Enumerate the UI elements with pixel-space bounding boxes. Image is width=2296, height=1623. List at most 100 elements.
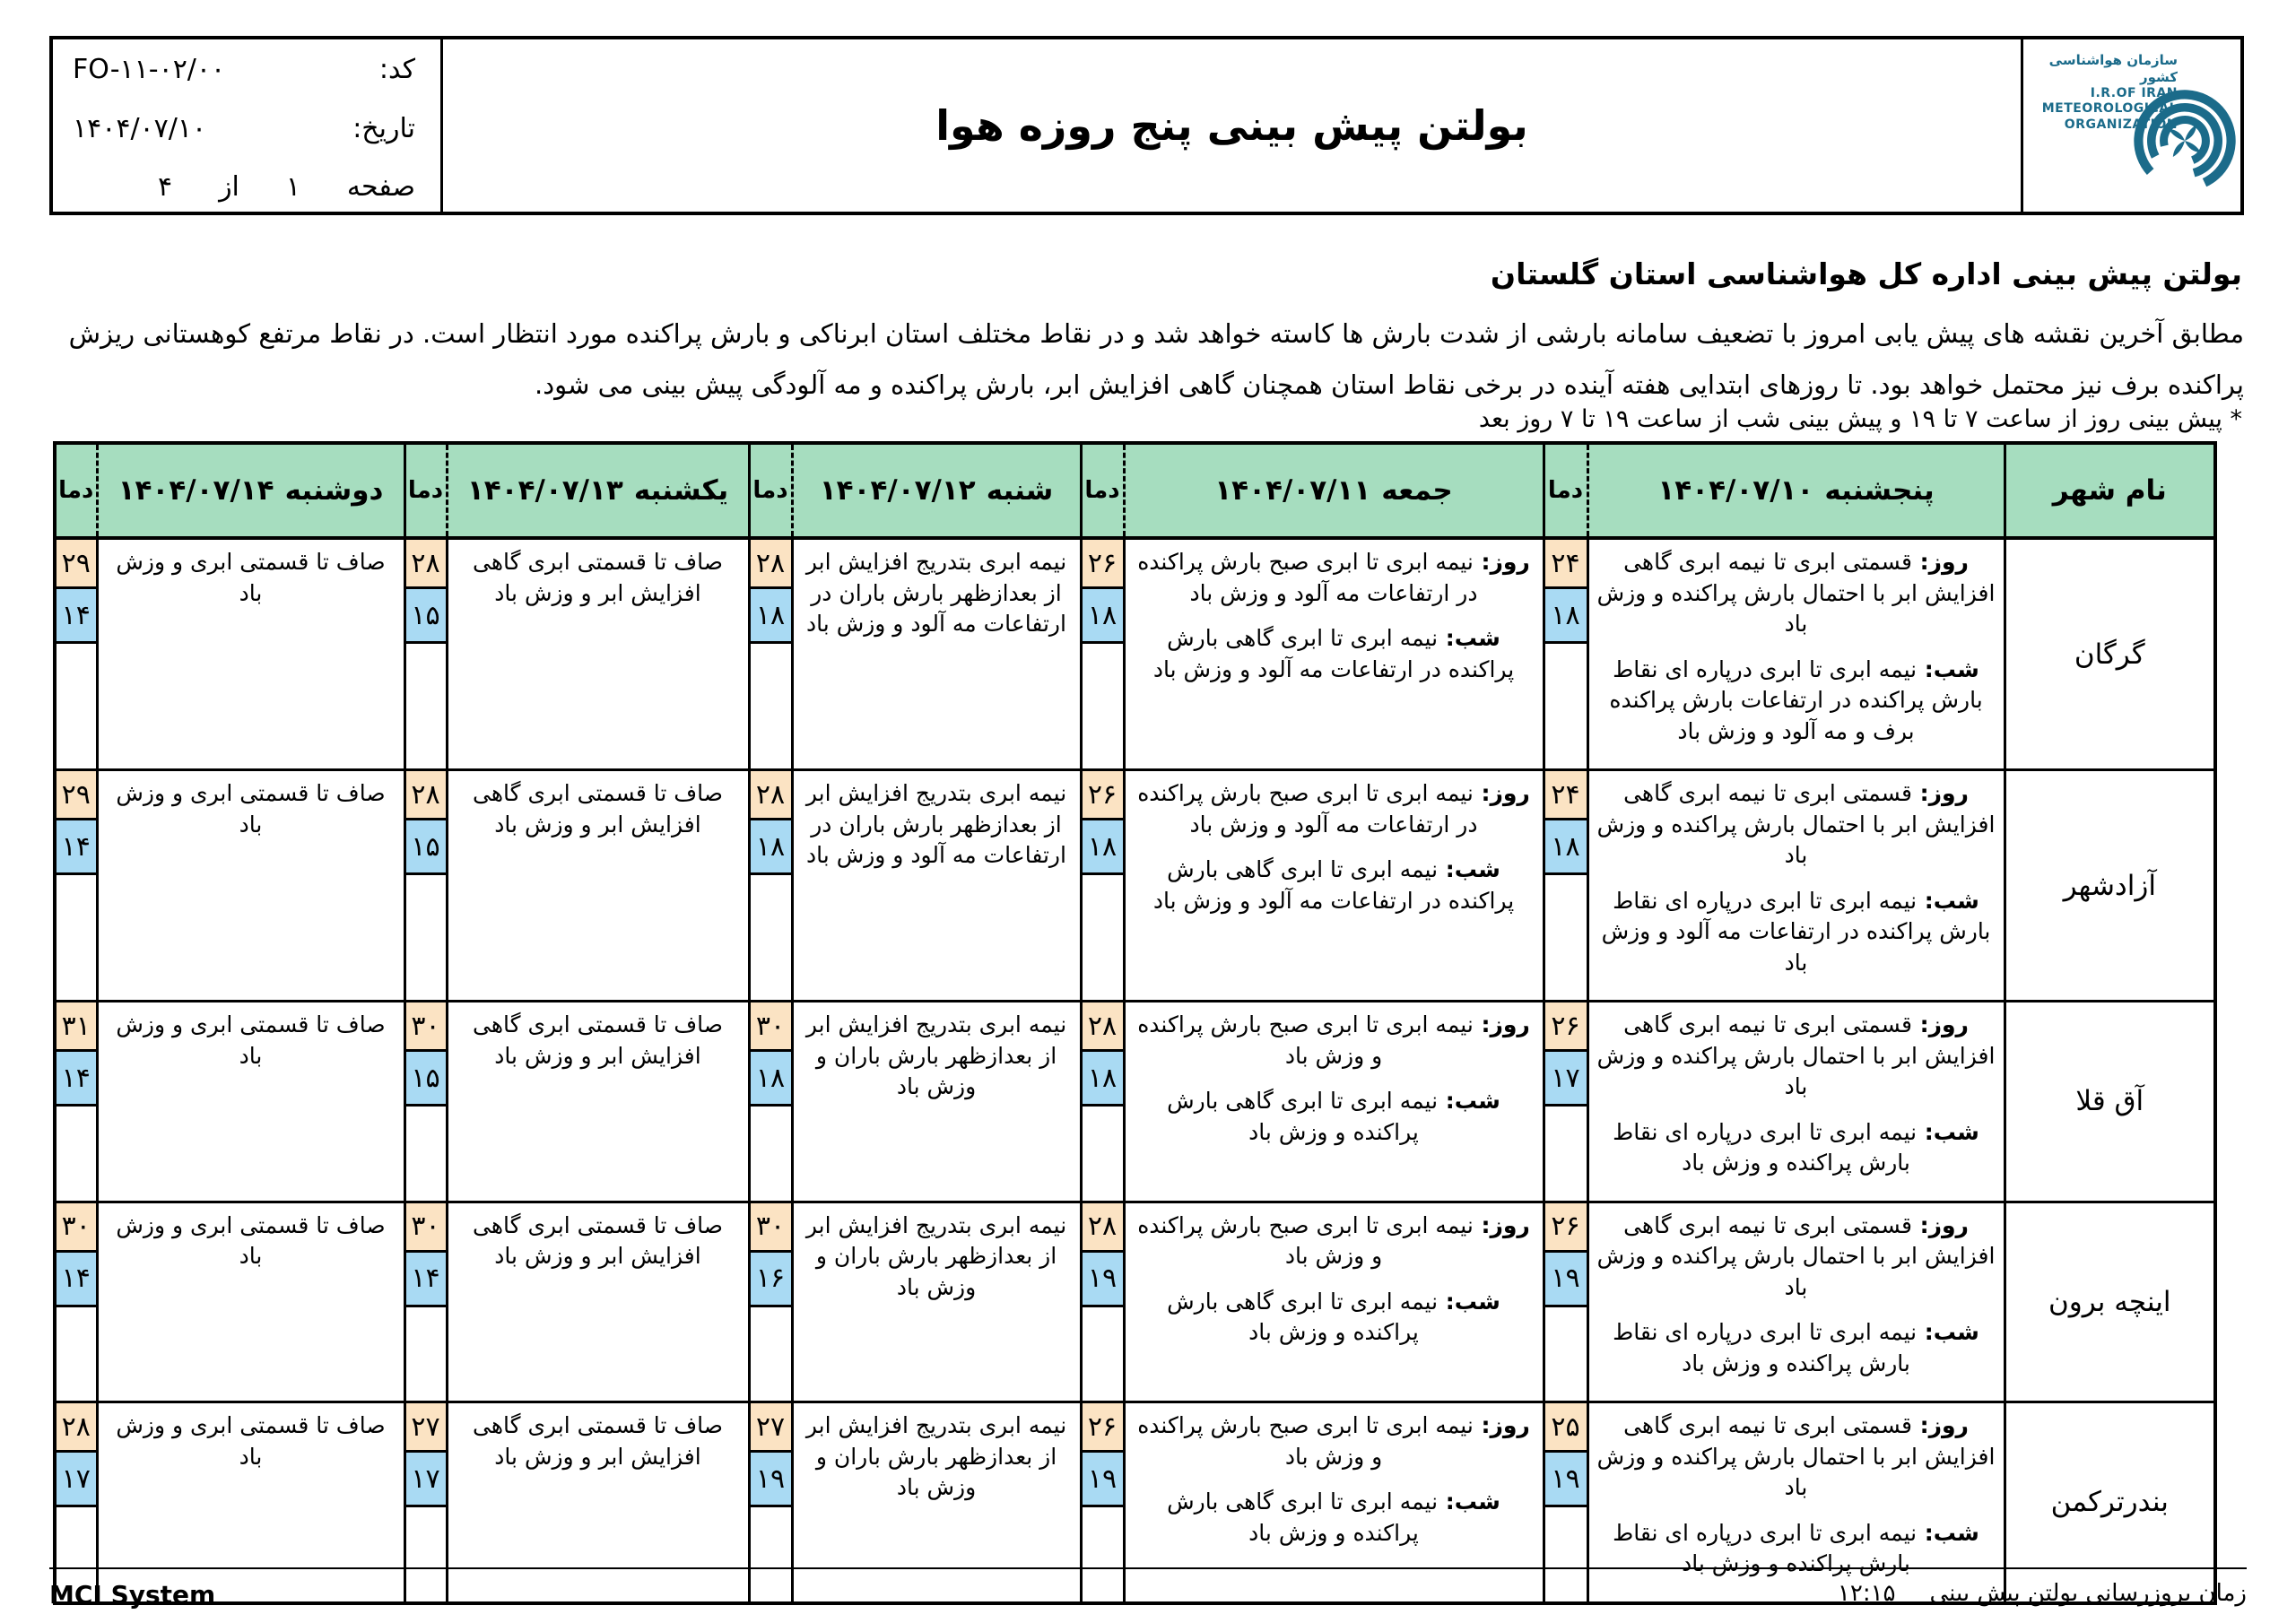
day-forecast-text: روز: نیمه ابری تا ابری صبح بارش پراکنده … <box>1137 1011 1530 1069</box>
forecast-table: نام شهر پنجشنبه۱۴۰۴/۰۷/۱۰ دما جمعه۱۴۰۴/۰… <box>53 441 2217 1605</box>
temperature-cell: ۳۰ ۱۴ <box>403 1200 448 1403</box>
temperature-cell: ۲۷ ۱۷ <box>403 1401 448 1604</box>
max-temp-value: ۳۰ <box>750 1002 791 1052</box>
forecast-text: نیمه ابری بتدریج افزایش ابر از بعدازظهر … <box>805 549 1067 637</box>
max-temp-value: ۲۹ <box>57 540 96 589</box>
day-forecast-text: روز: قسمتی ابری تا نیمه ابری گاهی افزایش… <box>1596 1211 1996 1300</box>
day-forecast-text: روز: قسمتی ابری تا نیمه ابری گاهی افزایش… <box>1596 1412 1996 1500</box>
page-label: صفحه <box>346 171 415 203</box>
max-temp-value: ۲۸ <box>405 771 446 820</box>
max-temp-value: ۲۸ <box>750 540 791 589</box>
forecast-cell: روز: نیمه ابری تا ابری صبح بارش پراکنده … <box>1122 1000 1545 1203</box>
forecast-cell: صاف تا قسمتی ابری و وزش باد <box>95 1200 406 1403</box>
header-box: کد: FO-۱۱-۰۲/۰۰ تاریخ: ۱۴۰۴/۰۷/۱۰ صفحه ۱… <box>49 36 2244 215</box>
code-row: کد: FO-۱۱-۰۲/۰۰ <box>73 54 415 85</box>
forecast-text: نیمه ابری بتدریج افزایش ابر از بعدازظهر … <box>805 780 1067 868</box>
table-row: اینچه برون روز: قسمتی ابری تا نیمه ابری گ… <box>53 1200 2217 1403</box>
page-total: ۴ <box>158 171 173 203</box>
page-current: ۱ <box>285 171 300 203</box>
temperature-cell: ۲۸ ۱۹ <box>1079 1200 1126 1403</box>
min-temp-value: ۱۸ <box>1544 820 1587 875</box>
max-temp-value: ۲۴ <box>1544 771 1587 820</box>
table-row: آق قلا روز: قسمتی ابری تا نیمه ابری گاهی … <box>53 1000 2217 1203</box>
min-temp-value: ۱۴ <box>57 589 96 644</box>
col-header-temp: دما <box>403 441 448 540</box>
min-temp-value: ۱۷ <box>57 1453 96 1507</box>
forecast-text: صاف تا قسمتی ابری گاهی افزایش ابر و وزش … <box>472 780 724 838</box>
max-temp-value: ۲۷ <box>405 1403 446 1453</box>
forecast-text: صاف تا قسمتی ابری گاهی افزایش ابر و وزش … <box>472 1412 724 1470</box>
min-temp-value: ۱۴ <box>57 820 96 875</box>
day-forecast-text: روز: قسمتی ابری تا نیمه ابری گاهی افزایش… <box>1596 549 1996 637</box>
forecast-cell: صاف تا قسمتی ابری و وزش باد <box>95 1000 406 1203</box>
night-forecast-text: شب: نیمه ابری تا ابری درپاره ای نقاط بار… <box>1601 887 1991 976</box>
organization-logo: سازمان هواشناسی کشور I.R.OF IRAN METEORO… <box>2021 39 2240 212</box>
page-row: صفحه ۱ از ۴ <box>73 171 415 203</box>
temperature-cell: ۲۵ ۱۹ <box>1542 1401 1589 1604</box>
code-label: کد: <box>378 54 415 85</box>
min-temp-value: ۱۵ <box>405 589 446 644</box>
forecast-cell: روز: قسمتی ابری تا نیمه ابری گاهی افزایش… <box>1586 768 2006 1002</box>
forecast-cell: صاف تا قسمتی ابری گاهی افزایش ابر و وزش … <box>445 1000 751 1203</box>
max-temp-value: ۲۶ <box>1082 540 1123 589</box>
night-forecast-text: شب: نیمه ابری تا ابری درپاره ای نقاط بار… <box>1613 1319 1979 1376</box>
min-temp-value: ۱۶ <box>750 1252 791 1307</box>
forecast-cell: صاف تا قسمتی ابری و وزش باد <box>95 1401 406 1604</box>
max-temp-value: ۲۸ <box>405 540 446 589</box>
col-header-day-saturday: شنبه۱۴۰۴/۰۷/۱۲ <box>790 441 1083 540</box>
temperature-cell: ۲۶ ۱۷ <box>1542 1000 1589 1203</box>
max-temp-value: ۲۸ <box>1082 1202 1123 1253</box>
min-temp-value: ۱۸ <box>750 1052 791 1107</box>
temperature-cell: ۲۴ ۱۸ <box>1542 536 1589 771</box>
day-forecast-text: روز: نیمه ابری تا ابری صبح بارش پراکنده … <box>1137 780 1530 838</box>
city-name-cell: اینچه برون <box>2003 1200 2217 1403</box>
col-header-day-thursday: پنجشنبه۱۴۰۴/۰۷/۱۰ <box>1586 441 2006 540</box>
day-forecast-text: روز: نیمه ابری تا ابری صبح بارش پراکنده … <box>1137 1412 1530 1470</box>
max-temp-value: ۲۸ <box>57 1403 96 1453</box>
forecast-text: نیمه ابری بتدریج افزایش ابر از بعدازظهر … <box>805 1211 1067 1300</box>
document-info-panel: کد: FO-۱۱-۰۲/۰۰ تاریخ: ۱۴۰۴/۰۷/۱۰ صفحه ۱… <box>53 39 443 212</box>
update-time-value: ۱۲:۱۵ <box>1837 1580 1896 1607</box>
col-header-temp: دما <box>1079 441 1126 540</box>
col-header-day-friday: جمعه۱۴۰۴/۰۷/۱۱ <box>1122 441 1545 540</box>
min-temp-value: ۱۴ <box>405 1252 446 1307</box>
night-forecast-text: شب: نیمه ابری تا ابری گاهی بارش پراکنده … <box>1167 1288 1500 1346</box>
day-forecast-text: روز: نیمه ابری تا ابری صبح بارش پراکنده … <box>1137 549 1530 606</box>
update-time: زمان بروزرسانی بولتن پیش بینی ۱۲:۱۵ <box>1838 1580 2247 1607</box>
forecast-text: صاف تا قسمتی ابری و وزش باد <box>116 1011 386 1069</box>
logo-text-fa: سازمان هواشناسی کشور <box>2048 52 2178 85</box>
temperature-cell: ۳۰ ۱۵ <box>403 1000 448 1203</box>
max-temp-value: ۲۶ <box>1082 1403 1123 1453</box>
forecast-cell: روز: نیمه ابری تا ابری صبح بارش پراکنده … <box>1122 536 1545 771</box>
max-temp-value: ۳۰ <box>405 1002 446 1052</box>
min-temp-value: ۱۸ <box>1082 1052 1123 1107</box>
max-temp-value: ۲۸ <box>1082 1002 1123 1052</box>
col-header-day-monday: دوشنبه۱۴۰۴/۰۷/۱۴ <box>95 441 406 540</box>
temperature-cell: ۲۸ ۱۷ <box>53 1401 99 1604</box>
city-name-cell: گرگان <box>2003 536 2217 771</box>
min-temp-value: ۱۹ <box>750 1453 791 1507</box>
temperature-cell: ۳۰ ۱۶ <box>747 1200 794 1403</box>
forecast-text: صاف تا قسمتی ابری گاهی افزایش ابر و وزش … <box>472 549 724 606</box>
col-header-city: نام شهر <box>2003 441 2217 540</box>
max-temp-value: ۲۶ <box>1544 1002 1587 1052</box>
page-of-label: از <box>219 171 239 203</box>
col-header-day-sunday: یکشنبه۱۴۰۴/۰۷/۱۳ <box>445 441 751 540</box>
night-forecast-text: شب: نیمه ابری تا ابری درپاره ای نقاط بار… <box>1613 1519 1979 1577</box>
update-time-label: زمان بروزرسانی بولتن پیش بینی <box>1929 1580 2247 1607</box>
min-temp-value: ۱۹ <box>1544 1252 1587 1307</box>
forecast-cell: نیمه ابری بتدریج افزایش ابر از بعدازظهر … <box>790 1401 1083 1604</box>
col-header-temp: دما <box>1542 441 1589 540</box>
forecast-cell: نیمه ابری بتدریج افزایش ابر از بعدازظهر … <box>790 1200 1083 1403</box>
city-name-cell: آق قلا <box>2003 1000 2217 1203</box>
temperature-cell: ۲۶ ۱۸ <box>1079 768 1126 1002</box>
forecast-text: نیمه ابری بتدریج افزایش ابر از بعدازظهر … <box>805 1011 1067 1099</box>
night-forecast-text: شب: نیمه ابری تا ابری درپاره ای نقاط بار… <box>1613 1118 1979 1176</box>
forecast-cell: روز: قسمتی ابری تا نیمه ابری گاهی افزایش… <box>1586 1000 2006 1203</box>
code-value: FO-۱۱-۰۲/۰۰ <box>73 54 226 85</box>
document-title: بولتن پیش بینی پنج روزه هوا <box>935 101 1528 150</box>
max-temp-value: ۳۱ <box>57 1002 96 1052</box>
forecast-cell: نیمه ابری بتدریج افزایش ابر از بعدازظهر … <box>790 768 1083 1002</box>
min-temp-value: ۱۵ <box>405 1052 446 1107</box>
forecast-cell: روز: نیمه ابری تا ابری صبح بارش پراکنده … <box>1122 1200 1545 1403</box>
